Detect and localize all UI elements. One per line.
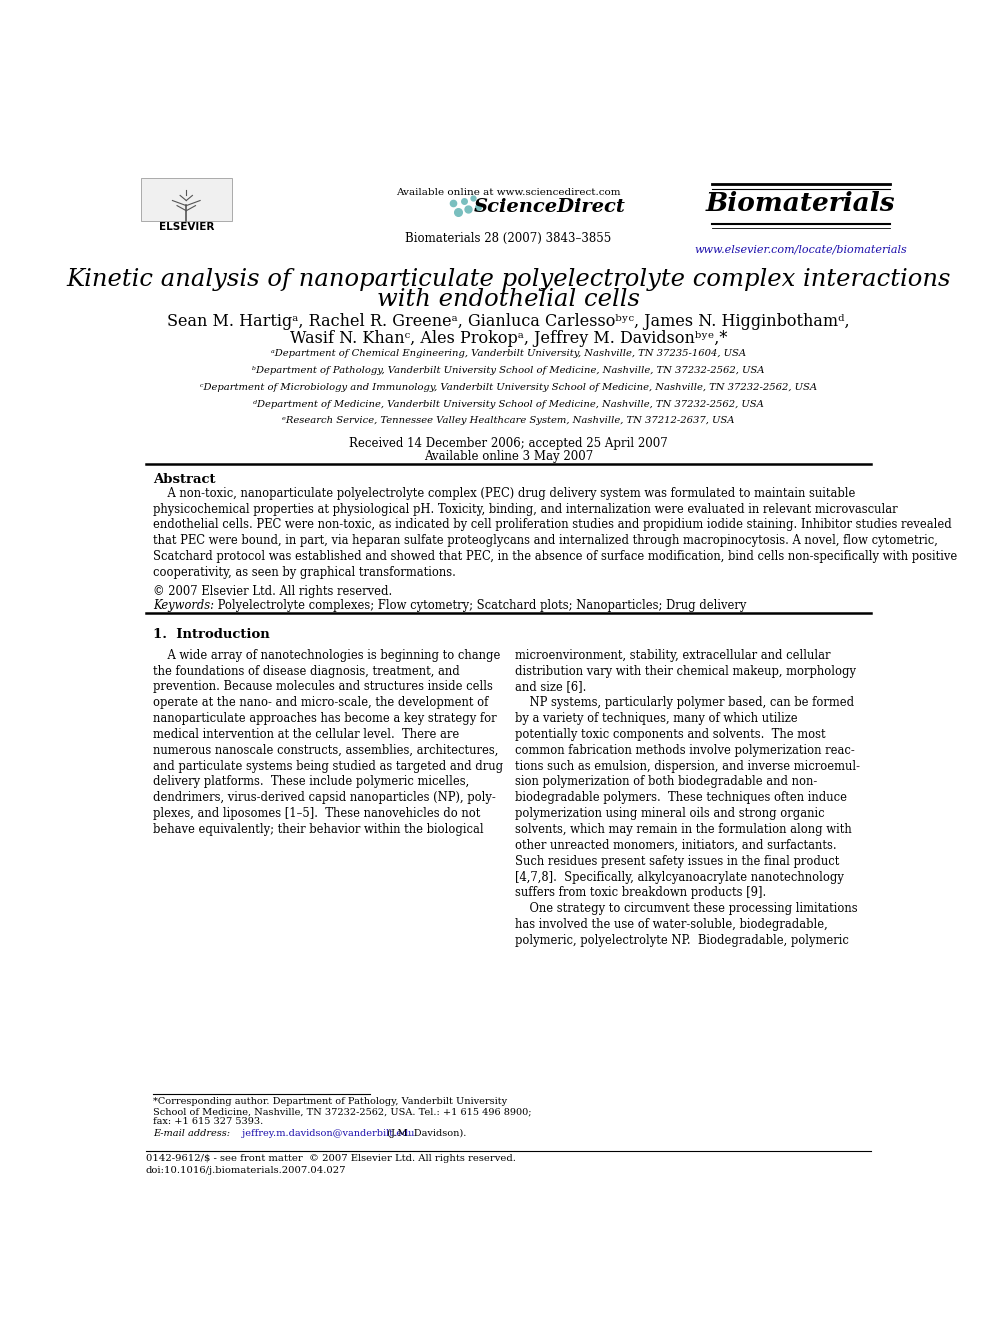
- Text: potentially toxic components and solvents.  The most: potentially toxic components and solvent…: [515, 728, 825, 741]
- Text: Biomaterials 28 (2007) 3843–3855: Biomaterials 28 (2007) 3843–3855: [406, 232, 611, 245]
- Text: *Corresponding author. Department of Pathology, Vanderbilt University: *Corresponding author. Department of Pat…: [153, 1097, 507, 1106]
- Text: doi:10.1016/j.biomaterials.2007.04.027: doi:10.1016/j.biomaterials.2007.04.027: [146, 1167, 346, 1175]
- Text: polymerization using mineral oils and strong organic: polymerization using mineral oils and st…: [515, 807, 824, 820]
- Text: behave equivalently; their behavior within the biological: behave equivalently; their behavior with…: [153, 823, 484, 836]
- Text: sion polymerization of both biodegradable and non-: sion polymerization of both biodegradabl…: [515, 775, 816, 789]
- Text: Abstract: Abstract: [153, 472, 215, 486]
- Text: common fabrication methods involve polymerization reac-: common fabrication methods involve polym…: [515, 744, 854, 757]
- Text: School of Medicine, Nashville, TN 37232-2562, USA. Tel.: +1 615 496 8900;: School of Medicine, Nashville, TN 37232-…: [153, 1107, 532, 1117]
- Text: and particulate systems being studied as targeted and drug: and particulate systems being studied as…: [153, 759, 503, 773]
- Text: biodegradable polymers.  These techniques often induce: biodegradable polymers. These techniques…: [515, 791, 846, 804]
- Text: with endothelial cells: with endothelial cells: [377, 288, 640, 311]
- Text: One strategy to circumvent these processing limitations: One strategy to circumvent these process…: [515, 902, 857, 916]
- Text: that PEC were bound, in part, via heparan sulfate proteoglycans and internalized: that PEC were bound, in part, via hepara…: [153, 534, 938, 548]
- Text: has involved the use of water-soluble, biodegradable,: has involved the use of water-soluble, b…: [515, 918, 827, 931]
- Text: medical intervention at the cellular level.  There are: medical intervention at the cellular lev…: [153, 728, 459, 741]
- Text: Keywords:: Keywords:: [153, 599, 214, 611]
- FancyBboxPatch shape: [141, 179, 231, 221]
- Text: suffers from toxic breakdown products [9].: suffers from toxic breakdown products [9…: [515, 886, 766, 900]
- Text: tions such as emulsion, dispersion, and inverse microemul-: tions such as emulsion, dispersion, and …: [515, 759, 859, 773]
- Text: prevention. Because molecules and structures inside cells: prevention. Because molecules and struct…: [153, 680, 493, 693]
- Text: Sean M. Hartigᵃ, Rachel R. Greeneᵃ, Gianluca Carlessoᵇʸᶜ, James N. Higginbothamᵈ: Sean M. Hartigᵃ, Rachel R. Greeneᵃ, Gian…: [167, 312, 850, 329]
- Text: operate at the nano- and micro-scale, the development of: operate at the nano- and micro-scale, th…: [153, 696, 489, 709]
- Text: Kinetic analysis of nanoparticulate polyelectrolyte complex interactions: Kinetic analysis of nanoparticulate poly…: [66, 267, 950, 291]
- Text: Available online 3 May 2007: Available online 3 May 2007: [424, 450, 593, 463]
- Text: ᵈDepartment of Medicine, Vanderbilt University School of Medicine, Nashville, TN: ᵈDepartment of Medicine, Vanderbilt Univ…: [253, 400, 764, 409]
- Text: and size [6].: and size [6].: [515, 680, 586, 693]
- Text: fax: +1 615 327 5393.: fax: +1 615 327 5393.: [153, 1118, 264, 1126]
- Text: ᵃDepartment of Chemical Engineering, Vanderbilt University, Nashville, TN 37235-: ᵃDepartment of Chemical Engineering, Van…: [271, 349, 746, 359]
- Text: cooperativity, as seen by graphical transformations.: cooperativity, as seen by graphical tran…: [153, 566, 456, 578]
- Text: ELSEVIER: ELSEVIER: [159, 222, 214, 232]
- Text: ᵉResearch Service, Tennessee Valley Healthcare System, Nashville, TN 37212-2637,: ᵉResearch Service, Tennessee Valley Heal…: [282, 417, 735, 426]
- Text: Wasif N. Khanᶜ, Ales Prokopᵃ, Jeffrey M. Davidsonᵇʸᵉ,*: Wasif N. Khanᶜ, Ales Prokopᵃ, Jeffrey M.…: [290, 329, 727, 347]
- Text: NP systems, particularly polymer based, can be formed: NP systems, particularly polymer based, …: [515, 696, 854, 709]
- Text: E-mail address:: E-mail address:: [153, 1129, 230, 1138]
- Text: A wide array of nanotechnologies is beginning to change: A wide array of nanotechnologies is begi…: [153, 648, 501, 662]
- Text: by a variety of techniques, many of which utilize: by a variety of techniques, many of whic…: [515, 712, 798, 725]
- Text: [4,7,8].  Specifically, alkylcyanoacrylate nanotechnology: [4,7,8]. Specifically, alkylcyanoacrylat…: [515, 871, 843, 884]
- Text: ᶜDepartment of Microbiology and Immunology, Vanderbilt University School of Medi: ᶜDepartment of Microbiology and Immunolo…: [199, 382, 817, 392]
- Text: A non-toxic, nanoparticulate polyelectrolyte complex (PEC) drug delivery system : A non-toxic, nanoparticulate polyelectro…: [153, 487, 855, 500]
- Text: Polyelectrolyte complexes; Flow cytometry; Scatchard plots; Nanoparticles; Drug : Polyelectrolyte complexes; Flow cytometr…: [214, 599, 746, 611]
- Text: Biomaterials: Biomaterials: [705, 191, 896, 216]
- Text: endothelial cells. PEC were non-toxic, as indicated by cell proliferation studie: endothelial cells. PEC were non-toxic, a…: [153, 519, 952, 532]
- Text: the foundations of disease diagnosis, treatment, and: the foundations of disease diagnosis, tr…: [153, 664, 460, 677]
- Text: 1.  Introduction: 1. Introduction: [153, 628, 270, 642]
- Text: other unreacted monomers, initiators, and surfactants.: other unreacted monomers, initiators, an…: [515, 839, 836, 852]
- Text: delivery platforms.  These include polymeric micelles,: delivery platforms. These include polyme…: [153, 775, 469, 789]
- Text: microenvironment, stability, extracellular and cellular: microenvironment, stability, extracellul…: [515, 648, 830, 662]
- Text: distribution vary with their chemical makeup, morphology: distribution vary with their chemical ma…: [515, 664, 855, 677]
- Text: plexes, and liposomes [1–5].  These nanovehicles do not: plexes, and liposomes [1–5]. These nanov…: [153, 807, 480, 820]
- Text: solvents, which may remain in the formulation along with: solvents, which may remain in the formul…: [515, 823, 851, 836]
- Text: jeffrey.m.davidson@vanderbilt.edu: jeffrey.m.davidson@vanderbilt.edu: [239, 1129, 415, 1138]
- Text: Scatchard protocol was established and showed that PEC, in the absence of surfac: Scatchard protocol was established and s…: [153, 550, 957, 564]
- Text: polymeric, polyelectrolyte NP.  Biodegradable, polymeric: polymeric, polyelectrolyte NP. Biodegrad…: [515, 934, 848, 947]
- Text: numerous nanoscale constructs, assemblies, architectures,: numerous nanoscale constructs, assemblie…: [153, 744, 499, 757]
- Text: www.elsevier.com/locate/biomaterials: www.elsevier.com/locate/biomaterials: [694, 245, 907, 254]
- Text: (J.M. Davidson).: (J.M. Davidson).: [384, 1129, 466, 1138]
- Text: Available online at www.sciencedirect.com: Available online at www.sciencedirect.co…: [396, 188, 621, 197]
- Text: dendrimers, virus-derived capsid nanoparticles (NP), poly-: dendrimers, virus-derived capsid nanopar…: [153, 791, 496, 804]
- Text: nanoparticulate approaches has become a key strategy for: nanoparticulate approaches has become a …: [153, 712, 497, 725]
- Text: ScienceDirect: ScienceDirect: [474, 197, 626, 216]
- Text: physicochemical properties at physiological pH. Toxicity, binding, and internali: physicochemical properties at physiologi…: [153, 503, 898, 516]
- Text: ᵇDepartment of Pathology, Vanderbilt University School of Medicine, Nashville, T: ᵇDepartment of Pathology, Vanderbilt Uni…: [252, 366, 765, 374]
- Text: Such residues present safety issues in the final product: Such residues present safety issues in t…: [515, 855, 839, 868]
- Text: Received 14 December 2006; accepted 25 April 2007: Received 14 December 2006; accepted 25 A…: [349, 437, 668, 450]
- Text: © 2007 Elsevier Ltd. All rights reserved.: © 2007 Elsevier Ltd. All rights reserved…: [153, 585, 393, 598]
- Text: 0142-9612/$ - see front matter  © 2007 Elsevier Ltd. All rights reserved.: 0142-9612/$ - see front matter © 2007 El…: [146, 1154, 516, 1163]
